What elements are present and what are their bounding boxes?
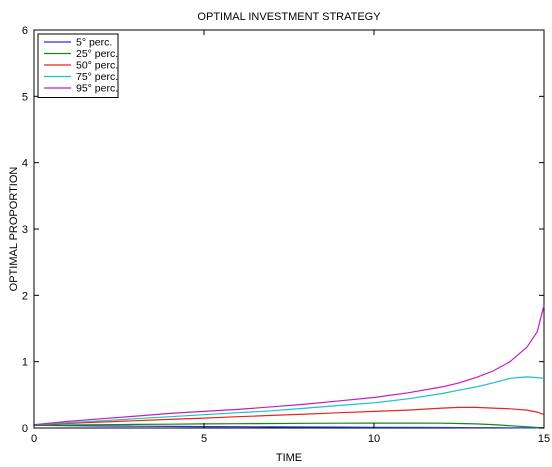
legend-label: 50° perc.: [76, 60, 118, 72]
y-tick-label: 4: [22, 158, 28, 170]
x-axis: 0 5 10 15: [31, 30, 550, 445]
y-tick-label: 5: [22, 91, 28, 103]
legend: 5° perc.25° perc.50° perc.75° perc.95° p…: [37, 33, 119, 98]
y-axis: 0 1 2 3 4 5 6: [22, 25, 544, 435]
y-tick-label: 0: [22, 423, 28, 435]
legend-label: 75° perc.: [76, 71, 118, 83]
x-tick-label: 5: [201, 433, 207, 445]
series-line-2: [33, 406, 545, 426]
x-tick-label: 0: [31, 433, 37, 445]
series-line-0: [33, 424, 545, 429]
legend-label: 25° perc.: [76, 48, 118, 60]
x-axis-label: TIME: [276, 452, 302, 464]
y-tick-label: 6: [22, 25, 28, 37]
y-axis-label: OPTIMAL PROPORTION: [8, 167, 20, 292]
y-tick-label: 1: [22, 357, 28, 369]
series-layer: [33, 305, 545, 429]
series-line-1: [33, 422, 545, 429]
legend-label: 95° perc.: [76, 83, 118, 95]
y-tick-label: 3: [22, 224, 28, 236]
chart-title: OPTIMAL INVESTMENT STRATEGY: [197, 11, 381, 23]
plot-frame: [33, 29, 545, 429]
series-line-4: [33, 305, 545, 426]
y-tick-label: 2: [22, 290, 28, 302]
x-tick-label: 10: [368, 433, 380, 445]
x-tick-label: 15: [538, 433, 550, 445]
series-line-3: [33, 376, 545, 426]
legend-label: 5° perc.: [76, 37, 112, 49]
legend-box: [37, 33, 119, 98]
